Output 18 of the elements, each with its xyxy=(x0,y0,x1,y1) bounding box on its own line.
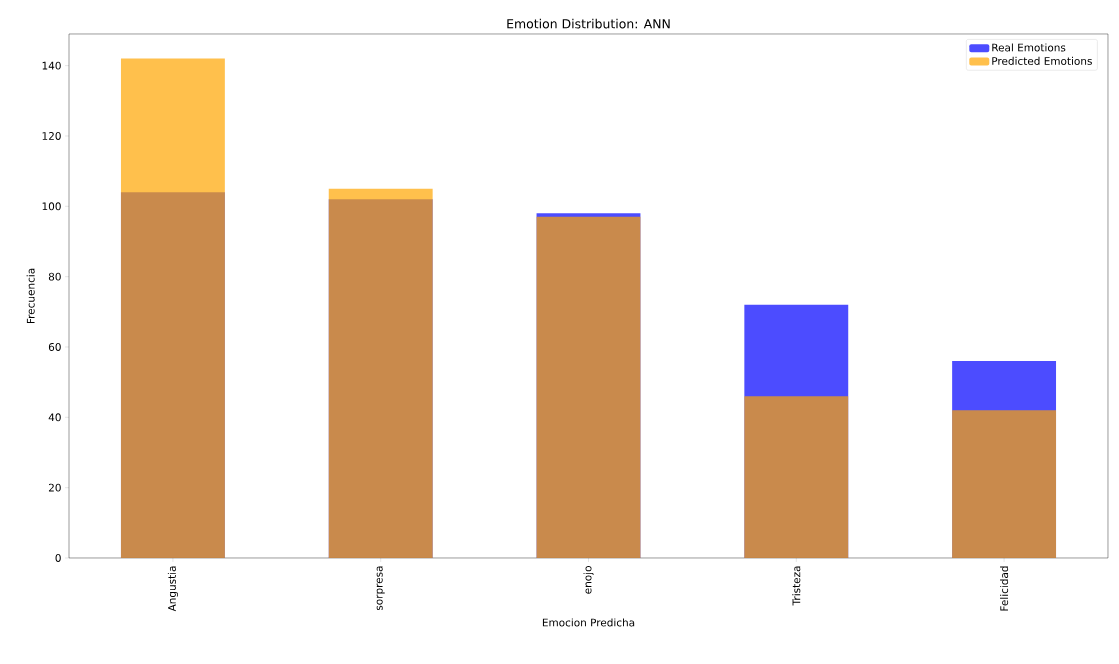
y-tick-label: 120 xyxy=(42,132,61,140)
y-tick-label: 20 xyxy=(48,483,61,492)
x-tick-label: sorpresa xyxy=(376,566,385,611)
legend-label: Real Emotions xyxy=(992,43,1066,52)
x-axis-title: Emocion Predicha xyxy=(542,618,635,627)
y-tick-label: 80 xyxy=(48,272,61,281)
legend-label: Predicted Emotions xyxy=(992,56,1092,65)
x-tick-label: Tristeza xyxy=(792,566,801,606)
y-tick-label: 140 xyxy=(42,61,61,70)
y-tick-label: 0 xyxy=(55,554,61,562)
x-tick-label: enojo xyxy=(583,566,594,594)
y-tick-label: 60 xyxy=(48,343,61,351)
y-tick-label: 40 xyxy=(48,413,61,422)
y-tick-label: 100 xyxy=(42,202,61,211)
chart-title: Emotion Distribution: ANN xyxy=(507,18,670,29)
y-axis-title: Frecuencia xyxy=(26,268,35,324)
x-tick-label: Angustia xyxy=(167,566,178,612)
x-tick-label: Felicidad xyxy=(1000,566,1009,611)
